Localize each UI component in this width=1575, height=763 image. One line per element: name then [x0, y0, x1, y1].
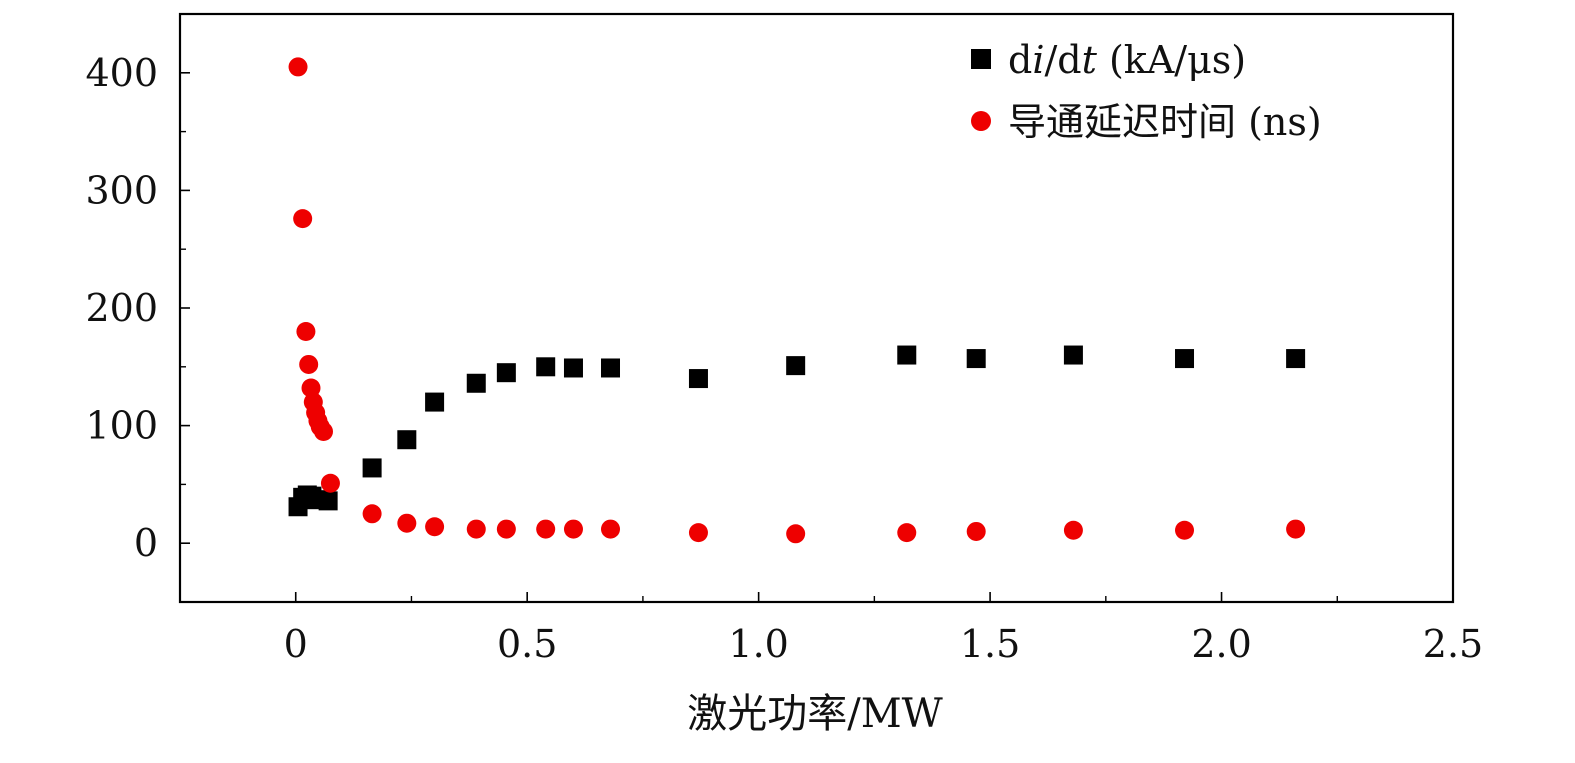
- delay-point: [320, 473, 340, 493]
- delay-point: [466, 519, 486, 539]
- delay-point: [362, 504, 382, 524]
- didt-point: [1286, 349, 1306, 369]
- didt-point: [536, 357, 556, 377]
- didt-point: [466, 373, 486, 393]
- delay-point: [397, 513, 417, 533]
- x-tick-label: 2.5: [1423, 622, 1483, 666]
- delay-point: [288, 57, 308, 77]
- delay-point: [1175, 520, 1195, 540]
- didt-point: [318, 491, 338, 511]
- legend-marker-circle: [971, 111, 991, 131]
- didt-point: [1175, 349, 1195, 369]
- didt-point: [496, 363, 516, 383]
- didt-point: [897, 345, 917, 365]
- delay-point: [425, 517, 445, 537]
- delay-point: [314, 421, 334, 441]
- didt-point: [786, 356, 806, 376]
- delay-point: [563, 519, 583, 539]
- didt-point: [601, 358, 621, 378]
- ticks-group: 0 0.5 1.0 1.5 2.0 2.5 0 100 200 300 400: [85, 51, 1483, 666]
- delay-point: [1063, 520, 1083, 540]
- y-tick-label: 100: [85, 404, 158, 448]
- delay-point: [601, 519, 621, 539]
- didt-point: [966, 349, 986, 369]
- delay-point: [293, 209, 313, 229]
- data-points-group: [288, 57, 1306, 544]
- delay-point: [299, 354, 319, 374]
- y-tick-label: 300: [85, 168, 158, 212]
- delay-point: [688, 523, 708, 543]
- legend: di/dt (kA/μs) 导通延迟时间 (ns): [971, 38, 1322, 144]
- delay-point: [966, 521, 986, 541]
- delay-point: [536, 519, 556, 539]
- y-tick-label: 0: [134, 521, 158, 565]
- y-tick-label: 200: [85, 286, 158, 330]
- delay-point: [786, 524, 806, 544]
- legend-label-delay: 导通延迟时间 (ns): [1008, 100, 1322, 144]
- didt-point: [1063, 345, 1083, 365]
- didt-point: [397, 430, 417, 450]
- delay-point: [496, 519, 516, 539]
- x-tick-label: 1.5: [960, 622, 1020, 666]
- legend-label-didt: di/dt (kA/μs): [1008, 38, 1246, 82]
- delay-point: [296, 322, 316, 342]
- y-tick-label: 400: [85, 51, 158, 95]
- didt-point: [563, 358, 583, 378]
- x-tick-label: 1.0: [728, 622, 788, 666]
- didt-point: [362, 458, 382, 478]
- didt-point: [425, 392, 445, 412]
- delay-point: [897, 523, 917, 543]
- didt-point: [688, 369, 708, 389]
- delay-point: [301, 378, 321, 398]
- x-tick-label: 0.5: [497, 622, 557, 666]
- x-axis-title: 激光功率/MW: [687, 691, 943, 737]
- delay-point: [1286, 519, 1306, 539]
- x-tick-label: 2.0: [1191, 622, 1251, 666]
- x-tick-label: 0: [284, 622, 308, 666]
- legend-marker-square: [971, 49, 991, 69]
